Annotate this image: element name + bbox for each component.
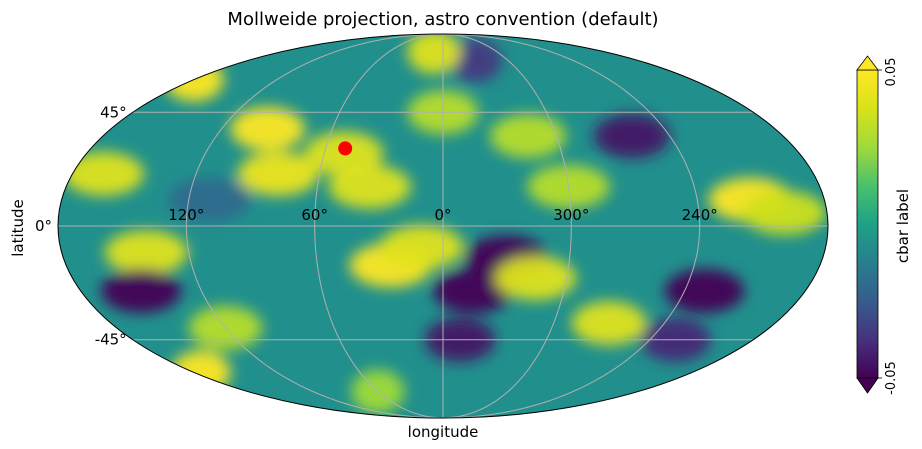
field-blob xyxy=(448,38,503,83)
field-blob xyxy=(407,34,461,74)
field-blob xyxy=(170,350,231,395)
colorbar-label: cbar label xyxy=(894,189,912,263)
x-axis-label: longitude xyxy=(408,423,479,441)
colorbar-extend-bottom xyxy=(856,377,879,394)
field-blob xyxy=(379,225,464,269)
lon-tick-label: 120° xyxy=(168,206,204,224)
field-blob xyxy=(62,151,145,196)
map-boundary xyxy=(57,33,829,419)
point-layer xyxy=(338,141,353,156)
colorbar: 0.05 -0.05 cbar label xyxy=(856,55,912,395)
colorbar-extend-top xyxy=(856,55,879,71)
lon-tick-label: 300° xyxy=(553,206,589,224)
field-blob xyxy=(664,269,745,313)
longitude-ticks: 120° 60° 0° 300° 240° xyxy=(168,206,718,224)
field-blob xyxy=(237,151,319,196)
field-blob xyxy=(494,256,577,301)
y-axis-label: latitude xyxy=(9,199,27,257)
field-blob xyxy=(433,269,514,313)
field-blob xyxy=(328,164,412,209)
lat-tick-label: -45° xyxy=(95,331,127,349)
field-blob xyxy=(594,114,670,159)
field-blob xyxy=(571,301,647,346)
field-blob xyxy=(168,177,252,222)
chart-title: Mollweide projection, astro convention (… xyxy=(227,9,658,30)
field-blob xyxy=(490,114,566,159)
field-blob xyxy=(104,230,189,275)
marker-point xyxy=(338,141,353,156)
colorbar-max-label: 0.05 xyxy=(884,58,899,87)
latitude-ticks: 45° 0° -45° xyxy=(35,103,127,348)
field-blob xyxy=(101,269,182,313)
lon-tick-label: 60° xyxy=(301,206,328,224)
lon-tick-label: 0° xyxy=(434,206,451,224)
lat-tick-label: 0° xyxy=(35,217,52,235)
map-area xyxy=(58,34,828,418)
colorbar-min-label: -0.05 xyxy=(884,361,899,395)
lat-tick-label: 45° xyxy=(100,103,127,121)
lon-tick-label: 240° xyxy=(682,206,718,224)
field-blob xyxy=(742,190,827,235)
field-blob xyxy=(230,106,305,151)
graticule xyxy=(58,34,828,418)
colorbar-body xyxy=(856,69,879,379)
